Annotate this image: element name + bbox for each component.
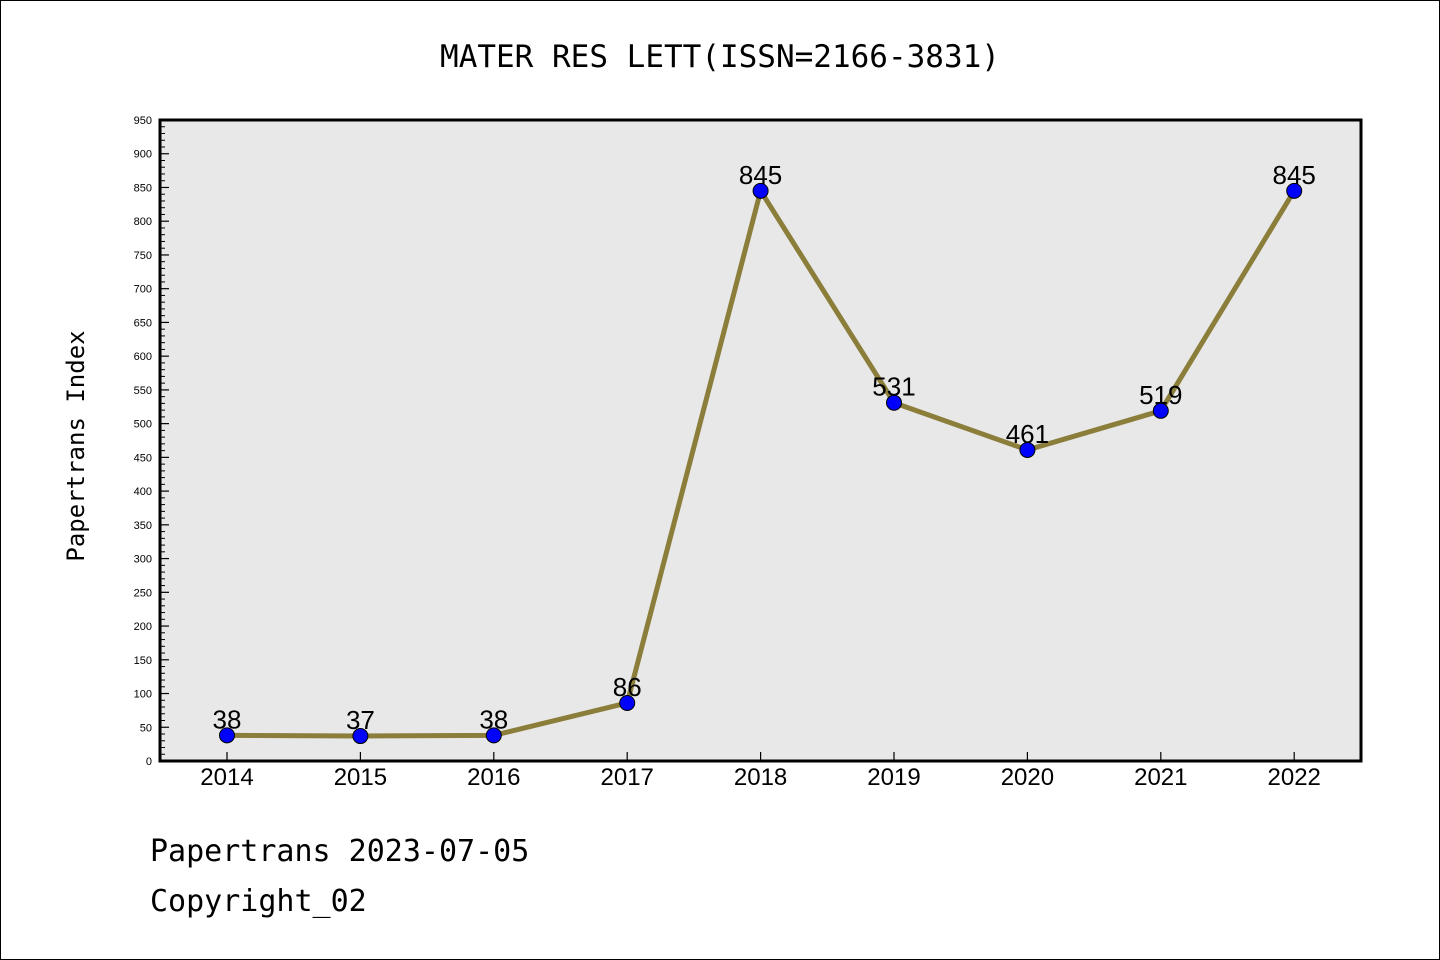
y-tick-label: 500 bbox=[134, 419, 152, 431]
y-tick-label: 600 bbox=[134, 351, 152, 363]
data-point bbox=[1152, 402, 1169, 419]
y-tick-label: 700 bbox=[134, 284, 152, 296]
y-tick-label: 50 bbox=[140, 722, 152, 734]
y-tick-label: 950 bbox=[134, 115, 152, 127]
y-tick-label: 400 bbox=[134, 486, 152, 498]
plot-area bbox=[158, 118, 1363, 763]
data-point bbox=[352, 728, 369, 745]
x-tick-label: 2022 bbox=[1268, 764, 1321, 791]
data-point bbox=[1019, 441, 1036, 458]
x-tick-label: 2018 bbox=[734, 764, 787, 791]
y-tick-label: 150 bbox=[134, 655, 152, 667]
y-tick-label: 0 bbox=[146, 756, 152, 768]
data-point bbox=[485, 727, 502, 744]
y-tick-label: 750 bbox=[134, 250, 152, 262]
y-tick-label: 300 bbox=[134, 554, 152, 566]
y-tick-label: 200 bbox=[134, 621, 152, 633]
x-axis: 2014 2015 2016 2017 2018 2019 2020 2021 2022 bbox=[200, 752, 1321, 791]
y-axis-label: Papertrans Index bbox=[62, 330, 90, 561]
y-tick-label: 900 bbox=[134, 149, 152, 161]
footer-date: Papertrans 2023-07-05 bbox=[150, 834, 530, 869]
y-tick-label: 350 bbox=[134, 520, 152, 532]
y-axis: 0 50 100 150 200 250 300 350 400 450 500 550 600 650 7… bbox=[134, 115, 169, 768]
data-point bbox=[886, 394, 902, 411]
y-tick-label: 100 bbox=[134, 689, 152, 701]
data-point bbox=[1286, 182, 1303, 199]
data-point bbox=[752, 182, 769, 199]
y-tick-label: 850 bbox=[134, 182, 152, 194]
footer-copyright: Copyright_02 bbox=[150, 884, 367, 919]
x-tick-label: 2017 bbox=[601, 764, 654, 791]
x-tick-label: 2015 bbox=[334, 764, 387, 791]
y-tick-label: 550 bbox=[134, 385, 152, 397]
y-tick-label: 250 bbox=[134, 587, 152, 599]
x-tick-label: 2019 bbox=[867, 764, 920, 791]
chart-title: MATER RES LETT(ISSN=2166-3831) bbox=[440, 39, 1000, 75]
x-tick-label: 2016 bbox=[467, 764, 520, 791]
data-point bbox=[619, 694, 636, 711]
x-tick-label: 2014 bbox=[200, 764, 253, 791]
x-tick-label: 2021 bbox=[1134, 764, 1187, 791]
x-tick-label: 2020 bbox=[1001, 764, 1054, 791]
y-tick-label: 800 bbox=[134, 216, 152, 228]
y-tick-label: 450 bbox=[134, 452, 152, 464]
y-tick-label: 650 bbox=[134, 317, 152, 329]
data-point bbox=[219, 727, 235, 744]
